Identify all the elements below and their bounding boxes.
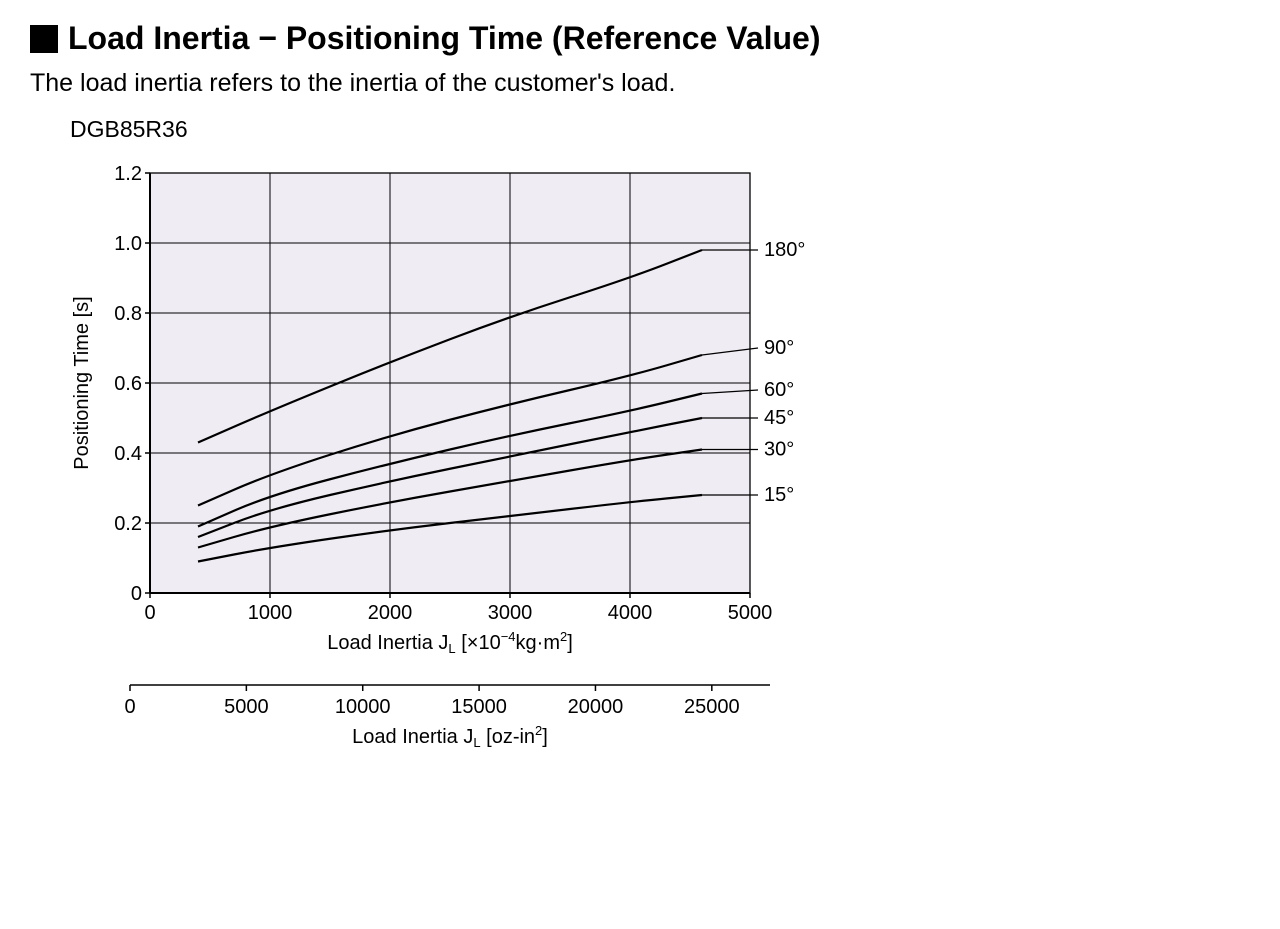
svg-text:20000: 20000 <box>568 696 624 718</box>
svg-text:0: 0 <box>124 696 135 718</box>
svg-text:Positioning Time [s]: Positioning Time [s] <box>71 296 93 469</box>
chart-svg: 0 0.2 0.4 0.6 0.8 1.0 1.2 0 1000 2000 3000 4000 5000… <box>50 153 900 793</box>
svg-text:25000: 25000 <box>684 696 740 718</box>
svg-text:2000: 2000 <box>368 602 413 624</box>
svg-text:10000: 10000 <box>335 696 391 718</box>
page-subtitle: The load inertia refers to the inertia o… <box>30 69 1250 98</box>
svg-text:180°: 180° <box>764 239 805 261</box>
svg-text:60°: 60° <box>764 379 794 401</box>
svg-text:5000: 5000 <box>224 696 269 718</box>
svg-text:0.4: 0.4 <box>114 443 142 465</box>
svg-text:15000: 15000 <box>451 696 507 718</box>
title-marker-icon <box>30 25 58 53</box>
svg-text:1.0: 1.0 <box>114 233 142 255</box>
svg-text:5000: 5000 <box>728 602 773 624</box>
svg-text:90°: 90° <box>764 337 794 359</box>
svg-text:0.8: 0.8 <box>114 303 142 325</box>
svg-text:0.6: 0.6 <box>114 373 142 395</box>
svg-text:Load Inertia JL [oz-in2]: Load Inertia JL [oz-in2] <box>352 723 548 750</box>
svg-text:0: 0 <box>144 602 155 624</box>
svg-text:15°: 15° <box>764 484 794 506</box>
svg-text:45°: 45° <box>764 407 794 429</box>
model-label: DGB85R36 <box>70 116 1250 143</box>
svg-text:4000: 4000 <box>608 602 653 624</box>
svg-text:30°: 30° <box>764 439 794 461</box>
svg-text:0.2: 0.2 <box>114 513 142 535</box>
svg-text:Load Inertia JL [×10−4kg·m2]: Load Inertia JL [×10−4kg·m2] <box>327 629 573 656</box>
page-title: Load Inertia − Positioning Time (Referen… <box>68 20 820 57</box>
svg-text:3000: 3000 <box>488 602 533 624</box>
page-title-row: Load Inertia − Positioning Time (Referen… <box>30 20 1250 57</box>
svg-text:1000: 1000 <box>248 602 293 624</box>
svg-text:0: 0 <box>131 583 142 605</box>
chart-container: 0 0.2 0.4 0.6 0.8 1.0 1.2 0 1000 2000 3000 4000 5000… <box>50 153 900 793</box>
svg-text:1.2: 1.2 <box>114 163 142 185</box>
